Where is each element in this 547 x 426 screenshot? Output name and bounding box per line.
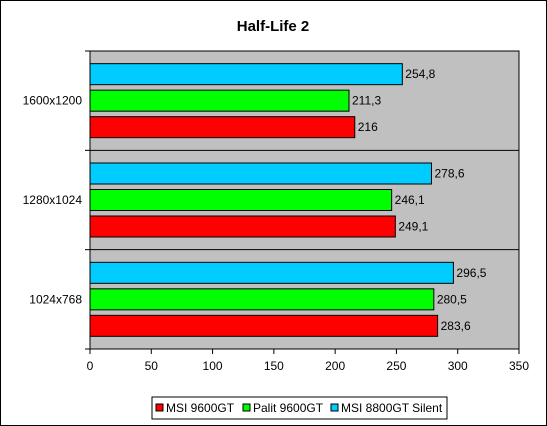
x-tick-label: 250	[386, 359, 406, 373]
data-label: 249,1	[398, 220, 428, 234]
x-tick-label: 100	[203, 359, 223, 373]
bar	[89, 215, 396, 238]
x-tick-label: 300	[448, 359, 468, 373]
legend: MSI 9600GT Palit 9600GT MSI 8800GT Silent	[151, 396, 448, 420]
y-tick-label: 1280x1024	[23, 193, 83, 207]
bar	[89, 89, 350, 112]
legend-label: MSI 8800GT Silent	[341, 401, 443, 415]
x-tick-label: 350	[509, 359, 529, 373]
data-label: 296,5	[456, 266, 486, 280]
x-tick-label: 50	[145, 359, 159, 373]
plot-area: 1600x1200 254,8 211,3 216 1280x1024 278,6 246,…	[23, 50, 529, 373]
bar	[89, 63, 403, 86]
legend-label: MSI 9600GT	[166, 401, 235, 415]
data-label: 216	[358, 120, 378, 134]
bar	[89, 288, 435, 311]
legend-box	[151, 396, 448, 420]
legend-swatch	[330, 403, 339, 412]
data-label: 278,6	[434, 167, 464, 181]
y-tick-label: 1024x768	[29, 292, 82, 306]
bar	[89, 189, 393, 211]
bar	[89, 162, 432, 185]
x-tick-label: 200	[325, 359, 345, 373]
x-tick-label: 150	[264, 359, 284, 373]
data-label: 246,1	[395, 193, 425, 207]
data-label: 280,5	[437, 292, 467, 306]
bar	[89, 314, 439, 337]
bar	[89, 116, 356, 139]
data-label: 254,8	[405, 67, 435, 81]
legend-swatch	[242, 403, 251, 412]
legend-label: Palit 9600GT	[253, 401, 324, 415]
bar	[89, 261, 454, 284]
data-label: 283,6	[441, 319, 471, 333]
x-tick-label: 0	[87, 359, 94, 373]
chart-title: Half-Life 2	[237, 18, 310, 35]
legend-swatch	[155, 403, 164, 412]
y-tick-label: 1600x1200	[23, 94, 83, 108]
data-label: 211,3	[352, 94, 381, 108]
